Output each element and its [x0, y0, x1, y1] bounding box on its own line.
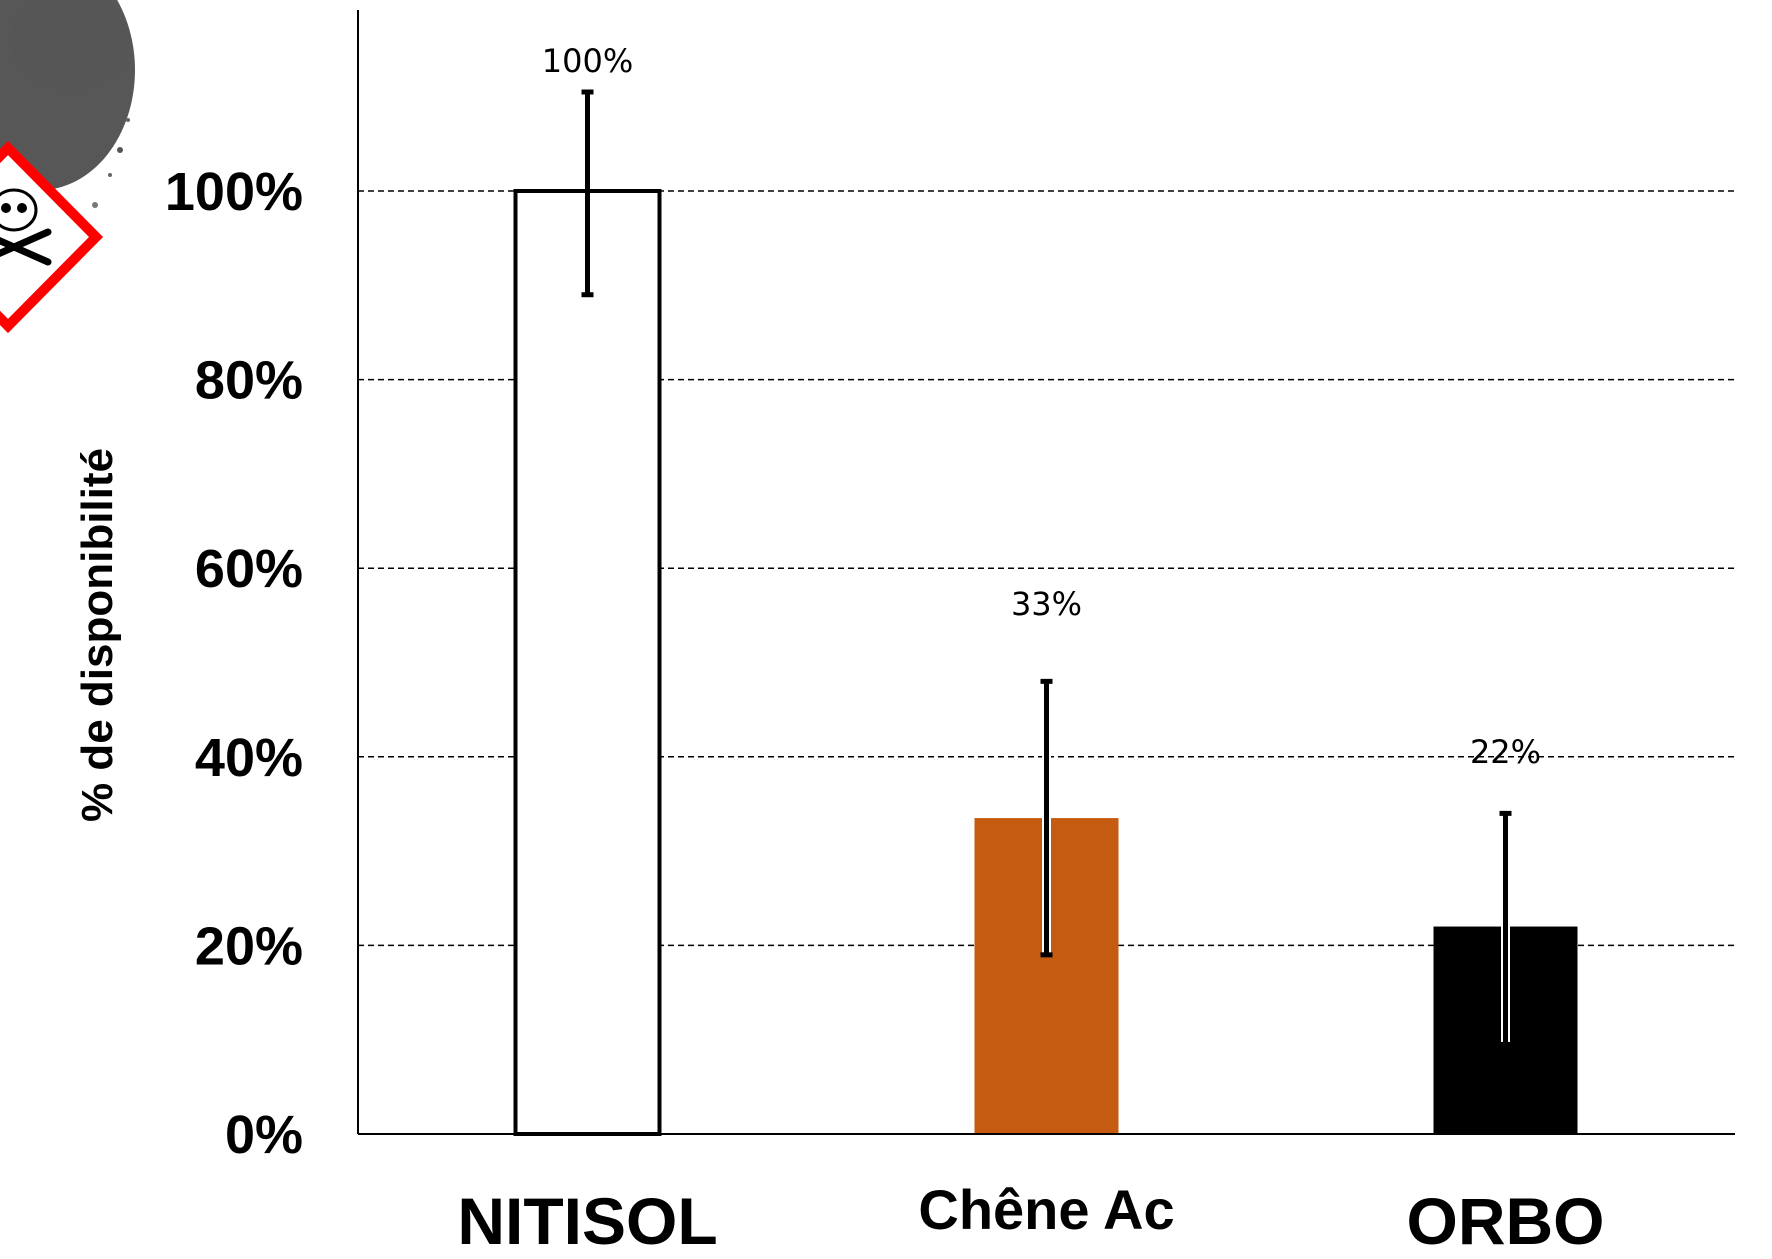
axes	[357, 10, 1735, 1135]
y-tick-label: 60%	[195, 539, 303, 599]
soil-pile-image	[0, 0, 135, 208]
data-label: 22%	[1470, 733, 1541, 771]
y-axis-title: % de disponibilité	[73, 448, 122, 822]
bars	[513, 189, 1578, 1136]
x-category-label: Biochar	[942, 1250, 1151, 1259]
y-tick-label: 20%	[195, 916, 303, 976]
data-label: 33%	[1011, 585, 1082, 623]
data-label: 100%	[542, 42, 633, 80]
data-labels: 100% 33% 22%	[542, 42, 1541, 771]
y-axis-ticks: 0% 20% 40% 60% 80% 100%	[165, 162, 303, 1165]
bar	[513, 189, 662, 1136]
x-category-label: Chêne Ac	[918, 1178, 1174, 1241]
y-tick-label: 0%	[225, 1105, 303, 1165]
y-tick-label: 80%	[195, 351, 303, 411]
toxic-skull-hazard-icon	[0, 140, 104, 334]
y-tick-label: 40%	[195, 728, 303, 788]
error-bars	[581, 89, 1512, 1047]
y-tick-label: 100%	[165, 162, 303, 222]
x-category-label: NITISOL	[457, 1184, 717, 1258]
x-category-label: ORBO	[1407, 1184, 1605, 1258]
x-axis-categories: NITISOL Chêne Ac Biochar ORBO	[457, 1178, 1604, 1259]
